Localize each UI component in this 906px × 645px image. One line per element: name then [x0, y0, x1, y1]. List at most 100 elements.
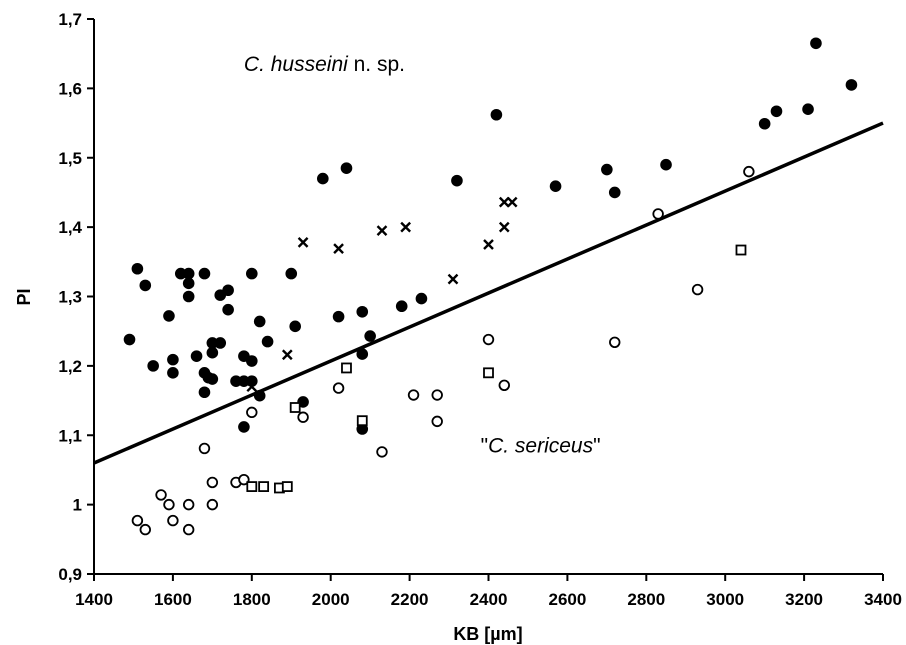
- filled-circle-point: [206, 373, 219, 385]
- regression-line: [93, 121, 884, 465]
- filled-circle-point: [340, 162, 353, 174]
- open-circle-point: [167, 514, 179, 527]
- filled-circle-point: [182, 277, 195, 290]
- filled-circle-point: [167, 353, 179, 366]
- filled-circle-point: [356, 348, 369, 360]
- open-square-point: [281, 481, 293, 492]
- filled-circle-point: [238, 421, 250, 433]
- filled-circle-point: [289, 320, 301, 333]
- x-tick-label: 2200: [391, 590, 429, 609]
- x-tick-label: 3400: [864, 590, 902, 609]
- filled-circle-point: [770, 105, 783, 118]
- filled-circle-point: [549, 180, 562, 192]
- filled-circle-point: [317, 172, 329, 185]
- plot-area: 0,9 1 1,1 1,2 1,3 1,4 1,5 1,6 1,7 1400 1600 1800 20…: [58, 10, 902, 609]
- open-circle-point: [182, 498, 195, 511]
- x-tick-label: 2400: [470, 590, 508, 609]
- annotation-part: C. husseini: [244, 53, 349, 76]
- filled-circle-point: [123, 333, 136, 346]
- filled-circle-point: [608, 186, 621, 199]
- filled-circle-point: [167, 367, 179, 379]
- cross-point: [483, 239, 494, 250]
- open-square-point: [289, 402, 301, 413]
- annotation-part: ": [481, 435, 488, 458]
- filled-circle-point: [415, 292, 428, 305]
- x-tick-label: 2000: [312, 590, 350, 609]
- cross-point: [447, 273, 459, 285]
- open-circle-point: [407, 389, 420, 401]
- filled-circle-point: [190, 350, 203, 362]
- y-tick-label: 1,7: [58, 10, 82, 29]
- data-points: [123, 37, 858, 536]
- open-circle-point: [155, 489, 167, 501]
- x-ticks: 1400 1600 1800 2000 2200 2400 2600 2800 3000 3200…: [75, 574, 902, 609]
- filled-circle-point: [214, 337, 227, 349]
- annotation-label: C. husseini n. sp.: [244, 53, 405, 76]
- filled-circle-point: [802, 103, 814, 115]
- open-circle-point: [182, 523, 195, 536]
- open-circle-point: [652, 208, 664, 220]
- open-circle-point: [743, 165, 755, 178]
- y-tick-label: 1,4: [58, 218, 82, 237]
- cross-point: [498, 221, 510, 233]
- x-tick-label: 1600: [154, 590, 192, 609]
- open-circle-point: [498, 379, 510, 392]
- y-tick-label: 1,2: [58, 357, 82, 376]
- y-axis-label: PI: [14, 288, 34, 305]
- filled-circle-point: [332, 310, 345, 323]
- y-ticks: 0,9 1 1,1 1,2 1,3 1,4 1,5 1,6 1,7: [58, 10, 94, 584]
- x-axis-label: KB [µm]: [453, 624, 522, 644]
- open-circle-point: [691, 283, 704, 296]
- filled-circle-point: [182, 267, 195, 280]
- x-tick-label: 3200: [785, 590, 823, 609]
- cross-point: [376, 225, 388, 236]
- filled-circle-point: [131, 262, 144, 275]
- x-tick-label: 2800: [627, 590, 665, 609]
- open-circle-point: [609, 336, 621, 348]
- open-circle-point: [482, 333, 495, 346]
- filled-circle-point: [451, 174, 463, 187]
- filled-circle-point: [246, 355, 258, 367]
- open-circle-point: [139, 523, 151, 536]
- open-circle-point: [206, 476, 219, 489]
- y-tick-label: 0,9: [58, 565, 82, 584]
- y-tick-label: 1: [73, 496, 82, 515]
- filled-circle-point: [364, 330, 376, 342]
- y-tick-label: 1,6: [58, 79, 82, 98]
- filled-circle-point: [356, 423, 369, 435]
- filled-circle-point: [845, 79, 858, 91]
- cross-point: [297, 237, 309, 248]
- open-circle-point: [376, 446, 388, 458]
- open-circle-point: [131, 514, 144, 527]
- x-tick-label: 1800: [233, 590, 271, 609]
- open-circle-point: [206, 498, 219, 511]
- filled-circle-point: [261, 335, 274, 348]
- open-circle-point: [431, 415, 443, 428]
- open-circle-point: [332, 382, 345, 394]
- filled-circle-point: [198, 386, 211, 399]
- open-circle-point: [246, 406, 258, 419]
- filled-circle-point: [253, 315, 266, 328]
- annotations: C. husseini n. sp. "C. sericeus": [244, 53, 601, 458]
- cross-point: [246, 381, 258, 393]
- filled-circle-point: [163, 310, 175, 322]
- annotation-part: C. sericeus: [488, 435, 594, 458]
- open-square-point: [246, 481, 258, 492]
- filled-circle-point: [810, 37, 822, 50]
- open-square-point: [735, 244, 747, 256]
- filled-circle-point: [198, 267, 211, 280]
- filled-circle-point: [222, 284, 234, 297]
- filled-circle-point: [246, 267, 258, 280]
- open-square-point: [341, 362, 352, 374]
- annotation-part: n. sp.: [348, 53, 405, 76]
- open-circle-point: [238, 473, 250, 486]
- filled-circle-point: [139, 279, 152, 292]
- y-tick-label: 1,3: [58, 288, 82, 307]
- cross-point: [498, 196, 510, 208]
- filled-circle-point: [395, 300, 408, 313]
- open-square-point: [356, 415, 368, 427]
- cross-point: [333, 243, 344, 254]
- y-tick-label: 1,1: [58, 426, 82, 445]
- open-circle-point: [198, 442, 211, 455]
